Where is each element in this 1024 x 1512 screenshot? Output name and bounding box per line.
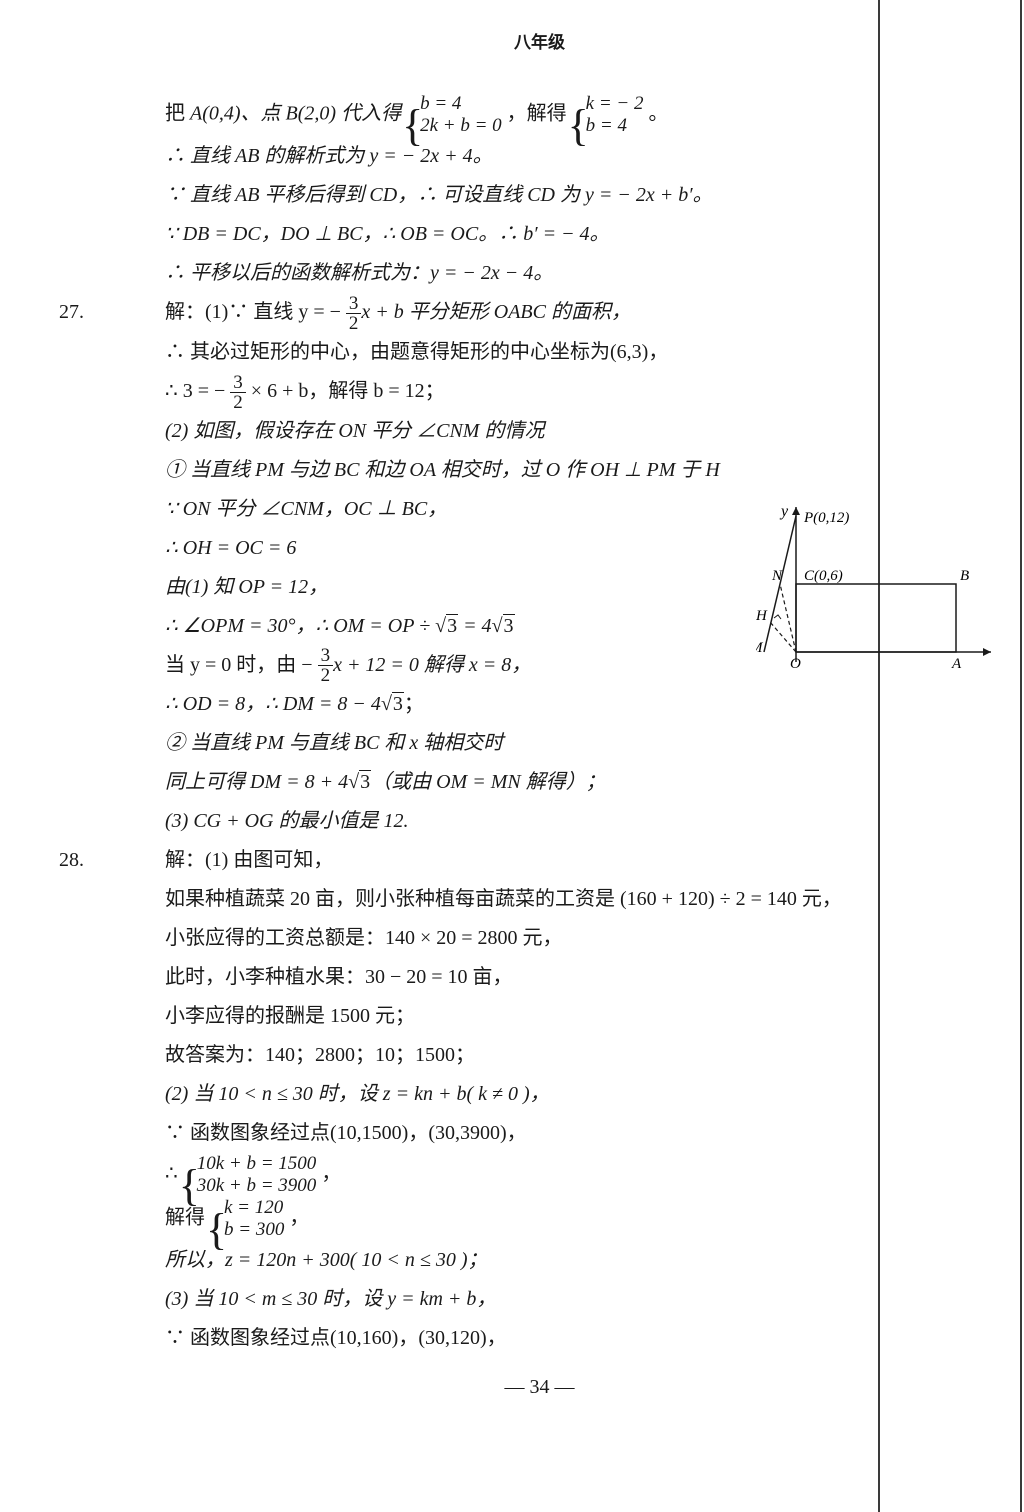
text-line: 把 A(0,4)、点 B(2,0) 代入得 b = 4 2k + b = 0 ，… <box>115 93 964 137</box>
numerator: 3 <box>230 373 246 393</box>
text: A(0,4)、点 B(2,0) 代入得 <box>190 102 401 124</box>
text: ，解得 <box>507 102 567 124</box>
question-number: 28. <box>59 841 84 880</box>
label-p: P(0,12) <box>803 510 849 526</box>
text: ∴ OD = 8，∴ DM = 8 − 4 <box>165 693 381 715</box>
label-a: A <box>951 656 962 672</box>
denominator: 2 <box>346 314 362 333</box>
question-number: 27. <box>59 293 84 332</box>
page-footer: — 34 — <box>115 1376 964 1399</box>
sqrt: 3 <box>381 685 404 724</box>
text: 把 <box>165 102 190 124</box>
numerator: 3 <box>318 646 334 666</box>
radicand: 3 <box>359 770 371 793</box>
page-body: 八年级 把 A(0,4)、点 B(2,0) 代入得 b = 4 2k + b =… <box>0 0 1024 1439</box>
text: 解得 <box>165 1207 205 1229</box>
text: × 6 + b，解得 b = 12； <box>246 380 445 402</box>
text-line: ∵ DB = DC，DO ⊥ BC，∴ OB = OC。∴ b′ = − 4。 <box>115 215 964 254</box>
text: x + 12 = 0 解得 x = 8， <box>333 654 531 676</box>
text-line: ① 当直线 PM 与边 BC 和边 OA 相交时，过 O 作 OH ⊥ PM 于… <box>115 451 964 490</box>
text: ∴ 3 = − <box>165 380 230 402</box>
sqrt: 3 <box>435 607 458 646</box>
denominator: 2 <box>230 393 246 412</box>
fraction: 32 <box>230 373 246 412</box>
text-line: 如果种植蔬菜 20 亩，则小张种植每亩蔬菜的工资是 (160 + 120) ÷ … <box>115 880 964 919</box>
text: ， <box>321 1163 341 1185</box>
text: ； <box>404 693 424 715</box>
label-h: H <box>756 608 768 624</box>
label-n: N <box>771 568 783 584</box>
label-b: B <box>960 568 969 584</box>
text-line: ∴ OD = 8，∴ DM = 8 − 4 3； <box>115 685 964 724</box>
text-line: (2) 如图，假设存在 ON 平分 ∠CNM 的情况 <box>115 412 964 451</box>
question-27: 27. 解：(1)∵ 直线 y = − 32x + b 平分矩形 OABC 的面… <box>115 293 964 333</box>
eqn: 10k + b = 1500 <box>197 1153 317 1175</box>
label-m: M <box>756 640 764 656</box>
text-line: ∵ 直线 AB 平移后得到 CD，∴ 可设直线 CD 为 y = − 2x + … <box>115 176 964 215</box>
text-line: (3) 当 10 < m ≤ 30 时，设 y = km + b， <box>115 1280 964 1319</box>
text: x + b 平分矩形 OABC 的面积， <box>361 301 631 323</box>
text-line: 小张应得的工资总额是：140 × 20 = 2800 元， <box>115 919 964 958</box>
text-line: ∵ 函数图象经过点(10,1500)，(30,3900)， <box>115 1114 964 1153</box>
radicand: 3 <box>503 614 515 637</box>
brace-system: k = − 2 b = 4 <box>572 93 644 137</box>
text: ∴ ∠OPM = 30°，∴ OM = OP ÷ <box>165 615 435 637</box>
text-line: ∴ 10k + b = 1500 30k + b = 3900 ， <box>115 1153 964 1197</box>
text: ∴ <box>165 1163 178 1185</box>
denominator: 2 <box>318 666 334 685</box>
text-line: 所以，z = 120n + 300( 10 < n ≤ 30 )； <box>115 1241 964 1280</box>
text-line: ∴ 其必过矩形的中心，由题意得矩形的中心坐标为(6,3)， <box>115 333 964 372</box>
page-header: 八年级 <box>115 28 964 53</box>
text: 。 <box>648 102 668 124</box>
eqn: 2k + b = 0 <box>420 115 502 137</box>
text: = 4 <box>458 615 492 637</box>
radicand: 3 <box>446 614 458 637</box>
eqn: k = 120 <box>224 1197 284 1219</box>
text: （或由 OM = MN 解得）； <box>371 771 606 793</box>
numerator: 3 <box>346 294 362 314</box>
fraction: 32 <box>318 646 334 685</box>
sqrt: 3 <box>348 763 371 802</box>
text-line: ∴ 直线 AB 的解析式为 y = − 2x + 4。 <box>115 137 964 176</box>
brace-system: k = 120 b = 300 <box>210 1197 284 1241</box>
eqn: b = 4 <box>420 93 502 115</box>
text: 同上可得 DM = 8 + 4 <box>165 771 348 793</box>
question-28: 28. 解：(1) 由图可知， <box>115 841 964 880</box>
text: 解：(1) 由图可知， <box>165 849 333 871</box>
text: 当 y = 0 时，由 − <box>165 654 318 676</box>
eqn: k = − 2 <box>586 93 644 115</box>
text-line: ∴ 3 = − 32 × 6 + b，解得 b = 12； <box>115 372 964 412</box>
eqn: b = 300 <box>224 1219 284 1241</box>
text-line: 此时，小李种植水果：30 − 20 = 10 亩， <box>115 958 964 997</box>
brace-system: 10k + b = 1500 30k + b = 3900 <box>183 1153 317 1197</box>
text-line: ∴ 平移以后的函数解析式为：y = − 2x − 4。 <box>115 254 964 293</box>
radicand: 3 <box>392 692 404 715</box>
text-line: 同上可得 DM = 8 + 4 3（或由 OM = MN 解得）； <box>115 763 964 802</box>
text: 解：(1)∵ 直线 y = − <box>165 301 346 323</box>
label-c: C(0,6) <box>804 568 843 584</box>
brace-system: b = 4 2k + b = 0 <box>406 93 502 137</box>
eqn: b = 4 <box>586 115 644 137</box>
geometry-diagram: y P(0,12) C(0,6) N H M O A B <box>756 502 996 672</box>
text-line: 小李应得的报酬是 1500 元； <box>115 997 964 1036</box>
text: ， <box>289 1207 309 1229</box>
text-line: 解得 k = 120 b = 300 ， <box>115 1197 964 1241</box>
text-line: ∵ 函数图象经过点(10,160)，(30,120)， <box>115 1319 964 1358</box>
label-o: O <box>790 656 801 672</box>
label-y: y <box>779 503 789 520</box>
text-line: ② 当直线 PM 与直线 BC 和 x 轴相交时 <box>115 724 964 763</box>
text-line: (2) 当 10 < n ≤ 30 时，设 z = kn + b( k ≠ 0 … <box>115 1075 964 1114</box>
text-line: 故答案为：140；2800；10；1500； <box>115 1036 964 1075</box>
sqrt: 3 <box>492 607 515 646</box>
fraction: 32 <box>346 294 362 333</box>
text-line: (3) CG + OG 的最小值是 12. <box>115 802 964 841</box>
